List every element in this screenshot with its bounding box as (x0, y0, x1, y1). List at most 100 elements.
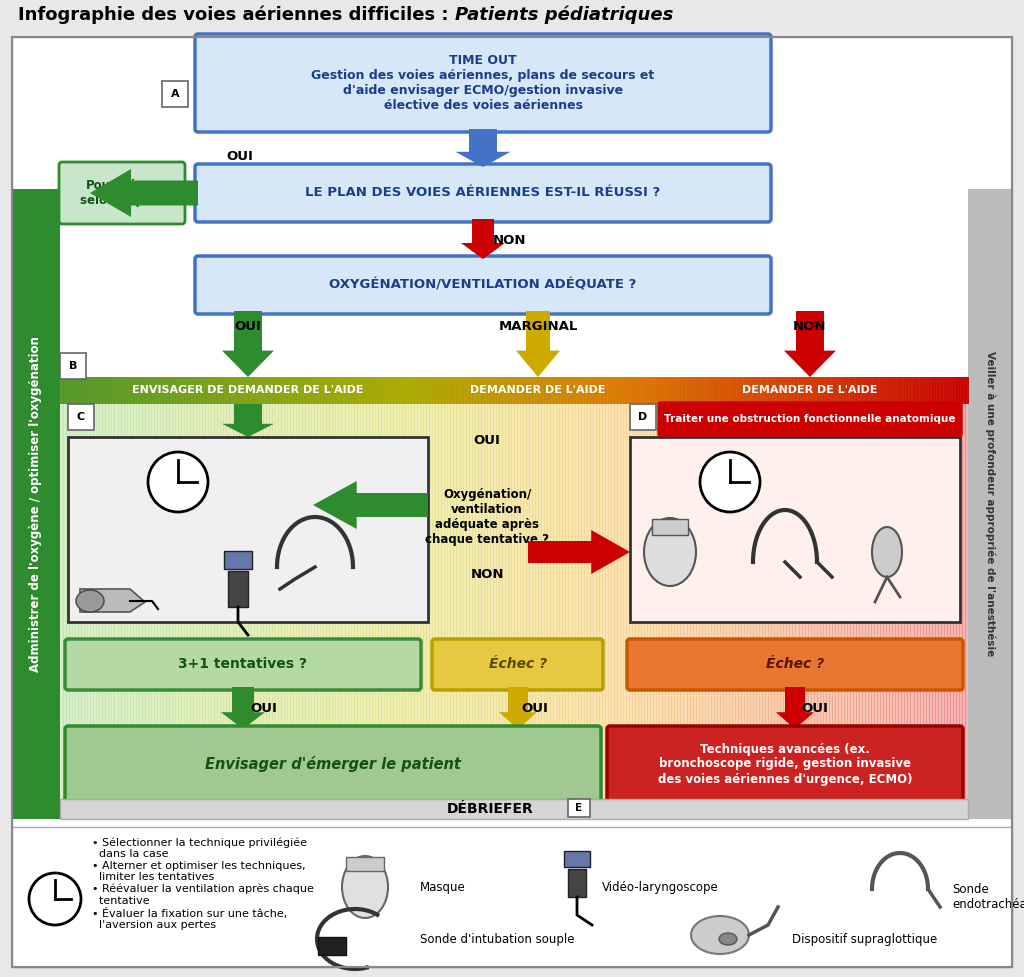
Bar (87, 377, 91, 404)
Polygon shape (80, 589, 145, 612)
Bar (93, 377, 97, 819)
Bar (663, 377, 667, 404)
Polygon shape (90, 169, 198, 217)
Bar (384, 377, 388, 819)
Bar (920, 377, 924, 404)
Bar (732, 377, 736, 819)
Bar (562, 377, 566, 404)
Bar (112, 377, 116, 819)
Bar (565, 377, 569, 819)
Text: OXYGÉNATION/VENTILATION ADÉQUATE ?: OXYGÉNATION/VENTILATION ADÉQUATE ? (330, 278, 637, 291)
Bar (339, 377, 342, 404)
Bar (483, 377, 487, 819)
Bar (947, 377, 951, 819)
Bar (321, 377, 325, 819)
Bar (783, 377, 787, 819)
Bar (423, 377, 427, 404)
Bar (138, 377, 142, 819)
Bar (366, 377, 370, 404)
Bar (962, 377, 966, 404)
Bar (650, 377, 654, 819)
Bar (545, 377, 548, 404)
Bar (865, 377, 869, 819)
Bar (708, 377, 712, 404)
Bar (944, 377, 948, 404)
Bar (105, 377, 110, 819)
Bar (616, 377, 621, 819)
Bar (553, 377, 557, 819)
Bar (620, 377, 624, 819)
Bar (726, 377, 730, 819)
Bar (299, 377, 303, 404)
Bar (841, 377, 845, 404)
Bar (293, 377, 297, 819)
Bar (623, 377, 627, 404)
Bar (508, 377, 512, 819)
Text: Poursuivre
selon le plan: Poursuivre selon le plan (80, 179, 164, 207)
Bar (559, 377, 563, 404)
Bar (641, 377, 645, 404)
Bar (414, 377, 418, 404)
Bar (653, 377, 657, 404)
Bar (520, 377, 524, 819)
Bar (399, 377, 403, 404)
Bar (96, 377, 100, 819)
FancyBboxPatch shape (195, 256, 771, 314)
Bar (892, 377, 896, 819)
Bar (771, 377, 775, 819)
Bar (454, 377, 458, 404)
Bar (780, 377, 784, 819)
Bar (862, 377, 866, 404)
Bar (239, 377, 243, 819)
Bar (502, 377, 506, 819)
Bar (339, 377, 342, 819)
Bar (574, 377, 579, 404)
Bar (620, 377, 624, 404)
Bar (172, 377, 176, 404)
Bar (593, 377, 597, 819)
Bar (599, 377, 603, 404)
Bar (744, 377, 749, 819)
Bar (887, 377, 890, 819)
Bar (460, 377, 464, 819)
Bar (871, 377, 876, 404)
Bar (958, 377, 963, 819)
Bar (429, 377, 433, 404)
Bar (271, 377, 275, 819)
Bar (486, 377, 490, 404)
Bar (511, 377, 515, 819)
Bar (568, 377, 572, 404)
Bar (369, 377, 373, 819)
Bar (175, 377, 179, 819)
Polygon shape (784, 404, 836, 437)
Bar (539, 377, 543, 404)
Bar (109, 377, 113, 404)
Bar (305, 377, 309, 404)
Bar (923, 377, 927, 404)
Bar (423, 377, 427, 819)
Bar (109, 377, 113, 819)
Bar (523, 377, 527, 819)
Bar (248, 377, 252, 404)
Bar (169, 377, 173, 404)
Bar (200, 377, 203, 404)
Bar (432, 377, 436, 404)
Bar (296, 377, 300, 819)
Bar (324, 377, 328, 819)
Bar (372, 377, 376, 819)
Bar (584, 377, 588, 819)
Bar (547, 377, 551, 819)
Text: DEMANDER DE L'AIDE: DEMANDER DE L'AIDE (470, 385, 606, 395)
Bar (556, 377, 560, 819)
Bar (163, 377, 167, 819)
Bar (805, 377, 809, 404)
Bar (916, 377, 921, 404)
Bar (626, 377, 630, 404)
Bar (941, 377, 945, 404)
Bar (67, 377, 70, 819)
Bar (130, 377, 134, 404)
Bar (169, 377, 173, 819)
Bar (907, 377, 911, 404)
Bar (605, 377, 609, 404)
Bar (907, 377, 911, 819)
